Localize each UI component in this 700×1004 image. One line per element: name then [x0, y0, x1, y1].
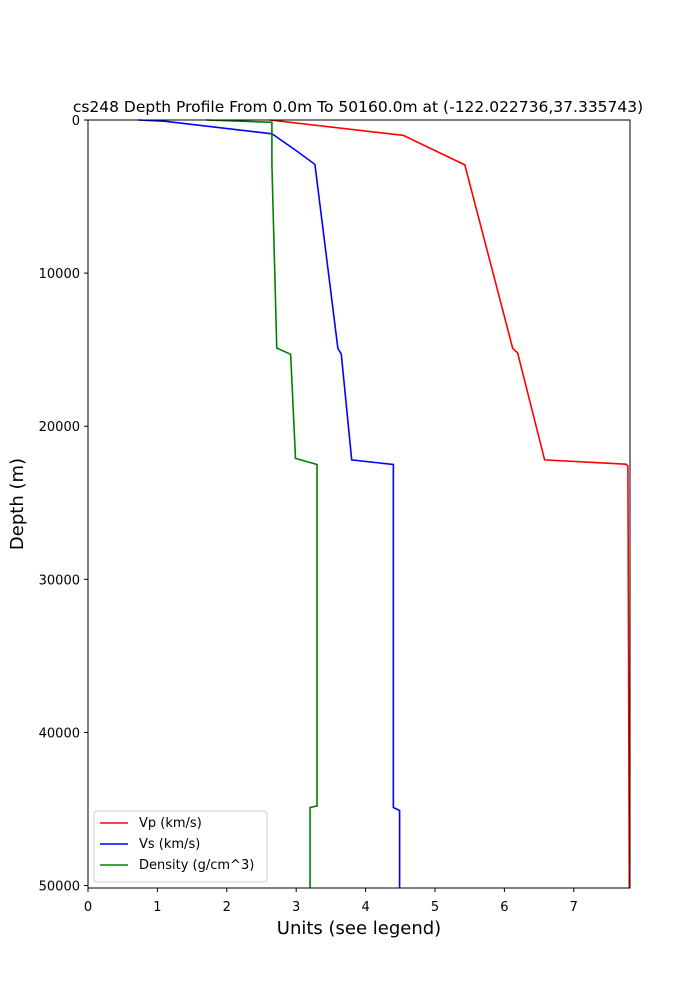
y-axis-label: Depth (m)	[7, 458, 28, 550]
x-tick-label: 6	[500, 900, 508, 915]
profile-line	[137, 119, 401, 888]
y-tick-label: 50000	[39, 880, 80, 895]
y-tick-label: 10000	[39, 267, 80, 282]
profile-line	[205, 119, 318, 888]
profile-line	[269, 119, 631, 889]
plot-frame	[87, 119, 631, 889]
legend-label: Density (g/cm^3)	[139, 858, 254, 873]
x-tick-label: 3	[292, 900, 300, 915]
y-tick-label: 0	[72, 114, 80, 129]
x-tick-label: 0	[84, 900, 92, 915]
y-tick-label: 40000	[39, 726, 80, 741]
chart-title: cs248 Depth Profile From 0.0m To 50160.0…	[73, 98, 643, 116]
legend-box	[93, 810, 268, 883]
y-tick-label: 30000	[39, 573, 80, 588]
x-tick-label: 4	[361, 900, 369, 915]
y-tick-label: 20000	[39, 420, 80, 435]
legend-label: Vs (km/s)	[139, 837, 200, 852]
x-axis-label: Units (see legend)	[277, 918, 441, 939]
x-tick-label: 7	[570, 900, 578, 915]
x-tick-label: 2	[223, 900, 231, 915]
x-tick-label: 1	[153, 900, 161, 915]
x-tick-label: 5	[431, 900, 439, 915]
legend-label: Vp (km/s)	[139, 816, 202, 831]
